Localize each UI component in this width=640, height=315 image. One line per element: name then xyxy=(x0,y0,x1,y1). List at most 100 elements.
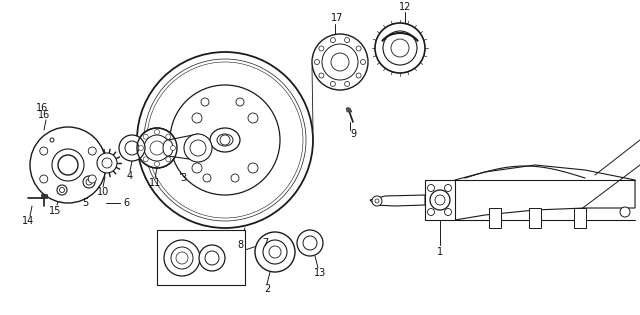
Circle shape xyxy=(331,53,349,71)
Circle shape xyxy=(154,129,159,135)
Circle shape xyxy=(52,149,84,181)
Bar xyxy=(157,230,245,285)
Text: 8: 8 xyxy=(237,240,243,250)
Circle shape xyxy=(40,175,48,183)
Circle shape xyxy=(312,34,368,90)
Text: 4: 4 xyxy=(127,171,133,181)
Polygon shape xyxy=(104,160,112,170)
Circle shape xyxy=(330,81,335,86)
Polygon shape xyxy=(529,208,541,228)
Circle shape xyxy=(360,60,365,65)
Circle shape xyxy=(143,157,148,162)
Circle shape xyxy=(192,163,202,173)
Circle shape xyxy=(620,207,630,217)
Circle shape xyxy=(205,251,219,265)
Circle shape xyxy=(344,37,349,43)
Circle shape xyxy=(137,52,313,228)
Circle shape xyxy=(143,134,148,139)
Circle shape xyxy=(170,85,280,195)
Circle shape xyxy=(445,209,451,215)
Circle shape xyxy=(428,185,435,192)
Polygon shape xyxy=(489,208,501,228)
Circle shape xyxy=(220,135,230,145)
Text: 5: 5 xyxy=(82,198,88,208)
Text: 15: 15 xyxy=(49,206,61,216)
Text: 12: 12 xyxy=(399,2,411,12)
Circle shape xyxy=(171,247,193,269)
Circle shape xyxy=(119,135,145,161)
Circle shape xyxy=(375,199,379,203)
Text: 11: 11 xyxy=(149,178,161,188)
Circle shape xyxy=(88,147,96,155)
Circle shape xyxy=(330,37,335,43)
Circle shape xyxy=(50,138,54,142)
Circle shape xyxy=(314,60,319,65)
Text: 17: 17 xyxy=(331,13,343,23)
Circle shape xyxy=(236,98,244,106)
Circle shape xyxy=(184,134,212,162)
Text: 7: 7 xyxy=(262,238,268,248)
Text: 3: 3 xyxy=(180,173,186,183)
Circle shape xyxy=(190,140,206,156)
Polygon shape xyxy=(455,165,635,220)
Circle shape xyxy=(391,39,409,57)
Circle shape xyxy=(166,134,171,139)
Ellipse shape xyxy=(210,128,240,152)
Polygon shape xyxy=(346,108,352,112)
Circle shape xyxy=(356,73,361,78)
Text: 14: 14 xyxy=(22,216,34,226)
Text: 10: 10 xyxy=(97,187,109,197)
Circle shape xyxy=(430,190,450,210)
Circle shape xyxy=(60,187,65,192)
Circle shape xyxy=(144,135,170,161)
Circle shape xyxy=(58,155,78,175)
Text: 13: 13 xyxy=(314,268,326,278)
Polygon shape xyxy=(425,180,455,220)
Circle shape xyxy=(319,73,324,78)
Circle shape xyxy=(303,236,317,250)
Ellipse shape xyxy=(163,140,173,156)
Text: 9: 9 xyxy=(350,129,356,139)
Text: 2: 2 xyxy=(264,284,270,294)
Circle shape xyxy=(199,245,225,271)
Circle shape xyxy=(248,163,258,173)
Circle shape xyxy=(322,44,358,80)
Circle shape xyxy=(150,141,164,155)
Circle shape xyxy=(255,232,295,272)
Circle shape xyxy=(269,246,281,258)
Circle shape xyxy=(297,230,323,256)
Circle shape xyxy=(102,158,112,168)
Circle shape xyxy=(57,185,67,195)
Polygon shape xyxy=(168,134,198,162)
Circle shape xyxy=(88,175,96,183)
Circle shape xyxy=(176,252,188,264)
Circle shape xyxy=(263,240,287,264)
Circle shape xyxy=(248,113,258,123)
Circle shape xyxy=(40,147,48,155)
Circle shape xyxy=(97,153,117,173)
Polygon shape xyxy=(41,194,47,198)
Circle shape xyxy=(375,23,425,73)
Circle shape xyxy=(201,98,209,106)
Circle shape xyxy=(166,157,171,162)
Circle shape xyxy=(86,179,92,185)
Polygon shape xyxy=(370,195,425,206)
Circle shape xyxy=(83,176,95,188)
Circle shape xyxy=(435,195,445,205)
Circle shape xyxy=(231,174,239,182)
Circle shape xyxy=(356,46,361,51)
Circle shape xyxy=(319,46,324,51)
Circle shape xyxy=(203,174,211,182)
Circle shape xyxy=(138,146,143,151)
Circle shape xyxy=(192,113,202,123)
Text: 16: 16 xyxy=(36,103,48,113)
Polygon shape xyxy=(574,208,586,228)
Circle shape xyxy=(125,141,139,155)
Text: 16: 16 xyxy=(38,110,50,120)
Circle shape xyxy=(137,128,177,168)
Text: 1: 1 xyxy=(437,247,443,257)
Circle shape xyxy=(344,81,349,86)
Circle shape xyxy=(30,127,106,203)
Ellipse shape xyxy=(217,134,233,146)
Circle shape xyxy=(372,196,382,206)
